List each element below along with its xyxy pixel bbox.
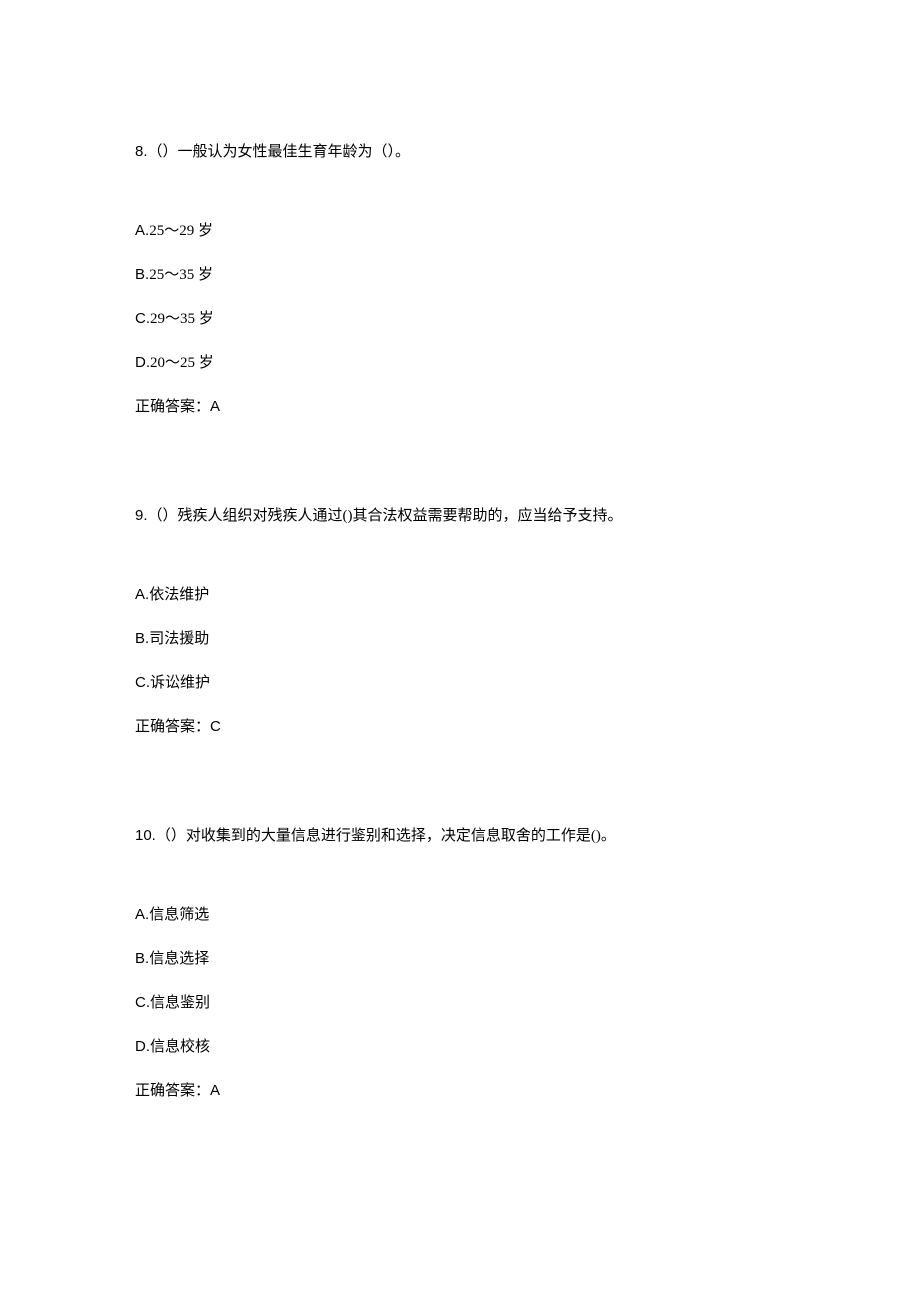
question-block-9: 9.（）残疾人组织对残疾人通过()其合法权益需要帮助的，应当给予支持。 A.依法… [135,504,785,739]
option-prefix: D. [135,1038,150,1055]
question-text: 10.（）对收集到的大量信息进行鉴别和选择，决定信息取舍的工作是()。 [135,824,785,848]
option-prefix: C. [135,310,150,327]
option-prefix: A. [135,222,149,239]
option-prefix: D. [135,354,150,371]
option-text: 诉讼维护 [150,675,210,691]
answer-label: 正确答案： [135,719,210,735]
option-text: 信息鉴别 [150,995,210,1011]
option-b: B.信息选择 [135,947,785,971]
option-prefix: B. [135,266,149,283]
option-prefix: C. [135,674,150,691]
question-text: 9.（）残疾人组织对残疾人通过()其合法权益需要帮助的，应当给予支持。 [135,504,785,528]
option-prefix: B. [135,950,149,967]
answer: 正确答案：A [135,1079,785,1103]
question-body: （）一般认为女性最佳生育年龄为（）。 [148,144,411,160]
option-c: C.29～35 岁 [135,307,785,331]
answer: 正确答案：A [135,395,785,419]
option-d: D.信息校核 [135,1035,785,1059]
question-body: （）对收集到的大量信息进行鉴别和选择，决定信息取舍的工作是()。 [156,828,616,844]
question-number: 9. [135,507,148,524]
option-text: 信息筛选 [149,907,209,923]
option-text: 依法维护 [149,587,209,603]
option-prefix: C. [135,994,150,1011]
option-a: A.依法维护 [135,583,785,607]
option-b: B.25～35 岁 [135,263,785,287]
option-text: 司法援助 [149,631,209,647]
question-block-8: 8.（）一般认为女性最佳生育年龄为（）。 A.25～29 岁 B.25～35 岁… [135,140,785,419]
option-prefix: A. [135,906,149,923]
option-c: C.信息鉴别 [135,991,785,1015]
question-number: 8. [135,143,148,160]
option-prefix: B. [135,630,149,647]
option-text: 20～25 岁 [150,355,214,371]
option-text: 29～35 岁 [150,311,214,327]
option-a: A.25～29 岁 [135,219,785,243]
question-text: 8.（）一般认为女性最佳生育年龄为（）。 [135,140,785,164]
question-body: （）残疾人组织对残疾人通过()其合法权益需要帮助的，应当给予支持。 [148,508,623,524]
option-text: 25～29 岁 [149,223,213,239]
option-prefix: A. [135,586,149,603]
option-b: B.司法援助 [135,627,785,651]
answer-value: A [210,398,220,415]
option-text: 信息校核 [150,1039,210,1055]
option-text: 信息选择 [149,951,209,967]
answer-value: A [210,1082,220,1099]
question-number: 10. [135,827,156,844]
answer: 正确答案：C [135,715,785,739]
answer-label: 正确答案： [135,1083,210,1099]
option-a: A.信息筛选 [135,903,785,927]
option-text: 25～35 岁 [149,267,213,283]
option-d: D.20～25 岁 [135,351,785,375]
question-block-10: 10.（）对收集到的大量信息进行鉴别和选择，决定信息取舍的工作是()。 A.信息… [135,824,785,1103]
answer-label: 正确答案： [135,399,210,415]
answer-value: C [210,718,221,735]
option-c: C.诉讼维护 [135,671,785,695]
